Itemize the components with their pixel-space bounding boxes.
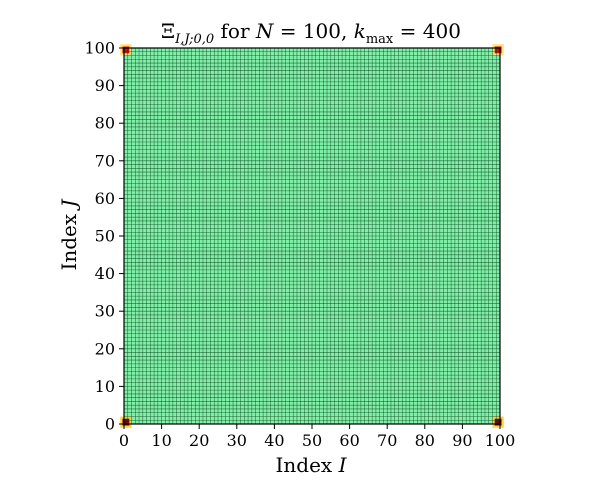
title-k-var: k	[354, 19, 366, 43]
y-axis-label: Index J	[57, 198, 81, 270]
title-k-sub: max	[366, 32, 394, 47]
hotspot-core	[494, 46, 502, 54]
x-tick-label: 30	[227, 431, 247, 450]
y-axis-label-text: Index	[57, 207, 81, 270]
hotspot-core	[494, 418, 502, 426]
hotspot-core	[122, 46, 130, 54]
x-tick-label: 90	[452, 431, 472, 450]
x-tick-label: 70	[377, 431, 397, 450]
x-axis-ticks: 0 10 20 30 40 50 60 70 80 90 100	[119, 424, 515, 450]
y-tick-label: 10	[95, 377, 115, 396]
title-base: Ξ	[161, 19, 175, 43]
y-tick-label: 100	[84, 39, 115, 58]
y-tick-label: 80	[95, 114, 115, 133]
hotspot-bottom-left	[120, 416, 132, 428]
hotspot-top-left	[120, 44, 132, 56]
y-tick-label: 20	[95, 339, 115, 358]
y-tick-label: 40	[95, 264, 115, 283]
x-tick-label: 0	[119, 431, 129, 450]
title-subscript: I,J;0,0	[174, 32, 214, 47]
hotspot-bottom-right	[492, 416, 504, 428]
title-n-eq: = 100,	[273, 19, 353, 43]
title-middle: for	[214, 19, 256, 43]
x-tick-label: 50	[302, 431, 322, 450]
heatmap-grid	[123, 47, 501, 425]
title-k-eq: = 400	[393, 19, 461, 43]
y-tick-label: 50	[95, 227, 115, 246]
y-axis-label-var: J	[57, 198, 81, 211]
x-tick-label: 100	[485, 431, 516, 450]
y-tick-label: 90	[95, 76, 115, 95]
x-axis-label-text: Index	[276, 453, 339, 477]
x-axis-label-var: I	[338, 453, 348, 477]
x-tick-label: 40	[264, 431, 284, 450]
y-tick-label: 30	[95, 302, 115, 321]
hotspot-top-right	[492, 44, 504, 56]
x-tick-label: 10	[151, 431, 171, 450]
title-n-var: N	[255, 19, 275, 43]
plot-area	[120, 44, 504, 428]
y-tick-label: 0	[105, 415, 115, 434]
y-tick-label: 70	[95, 151, 115, 170]
y-tick-label: 60	[95, 189, 115, 208]
x-tick-label: 80	[415, 431, 435, 450]
x-tick-label: 20	[189, 431, 209, 450]
y-axis-ticks: 0 10 20 30 40 50 60 70 80 90 100	[84, 39, 124, 434]
chart-title: ΞI,J;0,0 for N = 100, kmax = 400	[161, 19, 461, 47]
x-tick-label: 60	[339, 431, 359, 450]
hotspot-core	[122, 418, 130, 426]
x-axis-label: Index I	[276, 453, 348, 477]
